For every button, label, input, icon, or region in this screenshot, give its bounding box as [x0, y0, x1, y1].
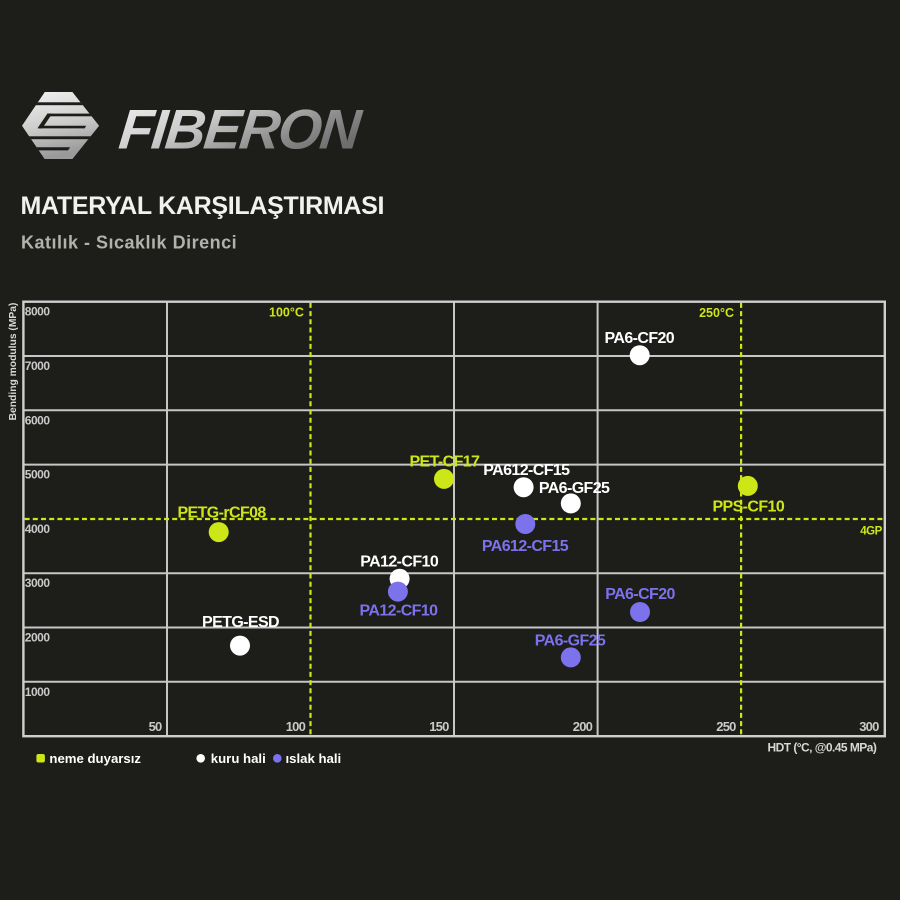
svg-text:PA6-CF20: PA6-CF20	[605, 586, 675, 603]
svg-text:HDT (°C, @0.45 MPa): HDT (°C, @0.45 MPa)	[768, 741, 877, 755]
svg-text:6000: 6000	[25, 413, 51, 427]
svg-text:PET-CF17: PET-CF17	[409, 454, 480, 471]
svg-text:4000: 4000	[25, 522, 51, 536]
svg-text:8000: 8000	[25, 305, 51, 319]
svg-text:PETG-rCF08: PETG-rCF08	[177, 505, 266, 522]
svg-text:PA6-GF25: PA6-GF25	[535, 632, 606, 649]
svg-text:7000: 7000	[25, 359, 51, 373]
svg-text:Katılık - Sıcaklık Direnci: Katılık - Sıcaklık Direnci	[21, 232, 237, 252]
svg-text:PA612-CF15: PA612-CF15	[483, 462, 570, 479]
svg-text:100: 100	[286, 719, 306, 734]
svg-text:150: 150	[429, 719, 449, 734]
svg-text:2000: 2000	[25, 631, 51, 645]
svg-text:250°C: 250°C	[699, 306, 734, 320]
svg-text:3000: 3000	[25, 576, 51, 590]
svg-text:neme duyarsız: neme duyarsız	[49, 751, 141, 766]
svg-text:FIBERON: FIBERON	[116, 98, 365, 161]
svg-text:Bending modulus (MPa): Bending modulus (MPa)	[8, 303, 19, 421]
svg-text:PA6-GF25: PA6-GF25	[539, 480, 610, 497]
svg-text:MATERYAL KARŞILAŞTIRMASI: MATERYAL KARŞILAŞTIRMASI	[21, 192, 385, 220]
svg-text:200: 200	[573, 719, 593, 734]
svg-text:PA12-CF10: PA12-CF10	[360, 553, 439, 570]
svg-text:50: 50	[149, 719, 162, 734]
svg-text:PA612-CF15: PA612-CF15	[482, 538, 569, 555]
svg-text:250: 250	[716, 719, 736, 734]
svg-text:PA6-CF20: PA6-CF20	[605, 330, 675, 347]
svg-text:100°C: 100°C	[269, 306, 304, 320]
svg-text:ıslak hali: ıslak hali	[286, 751, 342, 766]
svg-text:300: 300	[859, 719, 879, 734]
svg-text:kuru hali: kuru hali	[211, 751, 266, 766]
svg-text:5000: 5000	[25, 468, 51, 482]
svg-text:1000: 1000	[25, 685, 51, 699]
svg-text:PPS-CF10: PPS-CF10	[712, 499, 784, 516]
svg-text:PETG-ESD: PETG-ESD	[202, 614, 279, 631]
svg-text:4GP: 4GP	[860, 525, 882, 537]
svg-text:PA12-CF10: PA12-CF10	[360, 603, 439, 620]
